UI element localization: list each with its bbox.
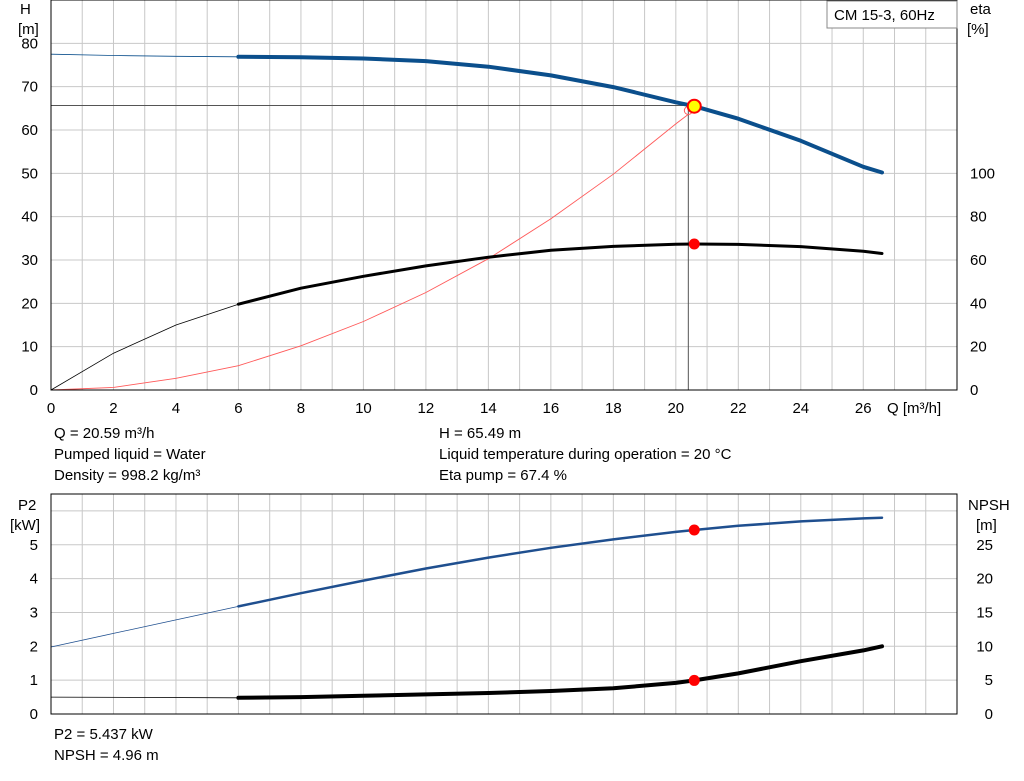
info-npsh: NPSH = 4.96 m — [54, 747, 159, 764]
p2-tick-label: 2 — [30, 638, 38, 655]
eta-tick-label: 60 — [970, 252, 987, 269]
eta-tick-label: 40 — [970, 295, 987, 312]
h-tick-label: 60 — [21, 122, 38, 139]
h-axis-unit: [m] — [18, 21, 39, 38]
x-tick-label: 16 — [543, 400, 560, 417]
npsh-tick-label: 15 — [976, 604, 993, 621]
eta-tick-label: 0 — [970, 382, 978, 399]
h-axis-label: H — [20, 1, 31, 18]
npsh-curve — [236, 644, 884, 700]
head-curve-thin — [50, 53, 239, 58]
head-chart-grid — [50, 0, 957, 391]
x-tick-label: 10 — [355, 400, 372, 417]
npsh-duty-marker — [688, 674, 700, 686]
power-curve-thin — [50, 606, 239, 648]
h-tick-label: 0 — [30, 382, 38, 399]
eta-tick-label: 100 — [970, 165, 995, 182]
eta-axis-unit: [%] — [967, 21, 989, 38]
npsh-tick-label: 0 — [985, 706, 993, 723]
x-tick-label: 12 — [418, 400, 435, 417]
info-liquid: Pumped liquid = Water — [54, 446, 206, 463]
eta-curve-thin — [50, 303, 239, 391]
h-tick-label: 40 — [21, 209, 38, 226]
head-duty-marker — [686, 98, 702, 114]
x-tick-label: 4 — [172, 400, 180, 417]
eta-duty-marker — [688, 238, 700, 250]
info-head: H = 65.49 m — [439, 425, 522, 442]
x-tick-label: 14 — [480, 400, 497, 417]
power-chart-frame — [50, 493, 958, 715]
npsh-axis-label: NPSH — [968, 497, 1010, 514]
q-axis-label: Q [m³/h] — [887, 400, 941, 417]
head-curve — [236, 54, 884, 175]
chart-tick-labels: 0 2 4 6 8 10 12 14 16 18 20 22 24 2601020304050607080… — [21, 35, 995, 723]
p2-tick-label: 4 — [30, 571, 38, 588]
p2-tick-label: 1 — [30, 672, 38, 689]
h-tick-label: 80 — [21, 35, 38, 52]
pump-label-box — [826, 0, 958, 29]
head-chart-frame — [50, 0, 958, 391]
system-curve — [50, 114, 689, 391]
eta-tick-label: 20 — [970, 339, 987, 356]
eta-tick-label: 80 — [970, 209, 987, 226]
x-tick-label: 0 — [47, 400, 55, 417]
power-duty-marker — [688, 524, 700, 536]
h-tick-label: 30 — [21, 252, 38, 269]
p2-tick-label: 3 — [30, 604, 38, 621]
p2-tick-label: 0 — [30, 706, 38, 723]
info-p2: P2 = 5.437 kW — [54, 726, 153, 743]
h-tick-label: 70 — [21, 79, 38, 96]
x-tick-label: 24 — [792, 400, 809, 417]
p2-axis-unit: [kW] — [10, 517, 40, 534]
npsh-tick-label: 25 — [976, 537, 993, 554]
x-tick-label: 22 — [730, 400, 747, 417]
power-chart-grid — [50, 494, 957, 715]
x-tick-label: 2 — [109, 400, 117, 417]
x-tick-label: 8 — [297, 400, 305, 417]
chart-frames — [50, 0, 958, 715]
eta-curve — [236, 242, 884, 306]
pump-label: CM 15-3, 60Hz — [834, 7, 935, 24]
x-tick-label: 20 — [667, 400, 684, 417]
info-flow: Q = 20.59 m³/h — [54, 425, 155, 442]
x-tick-label: 6 — [234, 400, 242, 417]
info-eta: Eta pump = 67.4 % — [439, 467, 567, 484]
h-tick-label: 50 — [21, 165, 38, 182]
p2-axis-label: P2 — [18, 497, 36, 514]
npsh-tick-label: 20 — [976, 571, 993, 588]
npsh-curve-thin — [50, 696, 239, 699]
npsh-axis-unit: [m] — [976, 517, 997, 534]
x-tick-label: 26 — [855, 400, 872, 417]
info-density: Density = 998.2 kg/m³ — [54, 467, 201, 484]
chart-series — [50, 53, 884, 700]
h-tick-label: 20 — [21, 295, 38, 312]
eta-axis-label: eta — [970, 1, 992, 18]
x-tick-label: 18 — [605, 400, 622, 417]
info-temperature: Liquid temperature during operation = 20… — [439, 446, 732, 463]
p2-tick-label: 5 — [30, 537, 38, 554]
power-curve — [237, 516, 884, 608]
h-tick-label: 10 — [21, 339, 38, 356]
npsh-tick-label: 5 — [985, 672, 993, 689]
npsh-tick-label: 10 — [976, 638, 993, 655]
